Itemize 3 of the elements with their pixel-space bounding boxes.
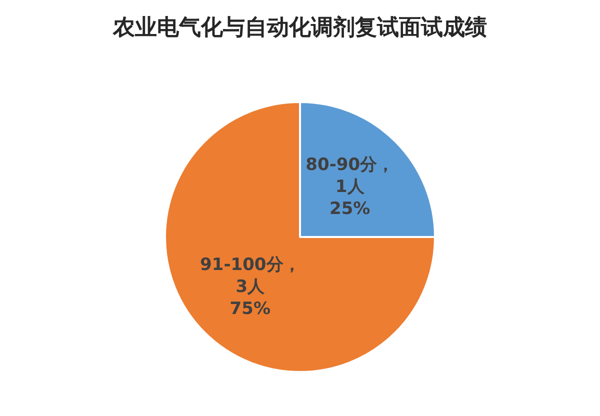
chart-title: 农业电气化与自动化调剂复试面试成绩 [112,14,487,40]
slice-label: 91-100分， 3人 75% [200,254,300,319]
slice-label: 80-90分， 1人 25% [306,155,394,220]
